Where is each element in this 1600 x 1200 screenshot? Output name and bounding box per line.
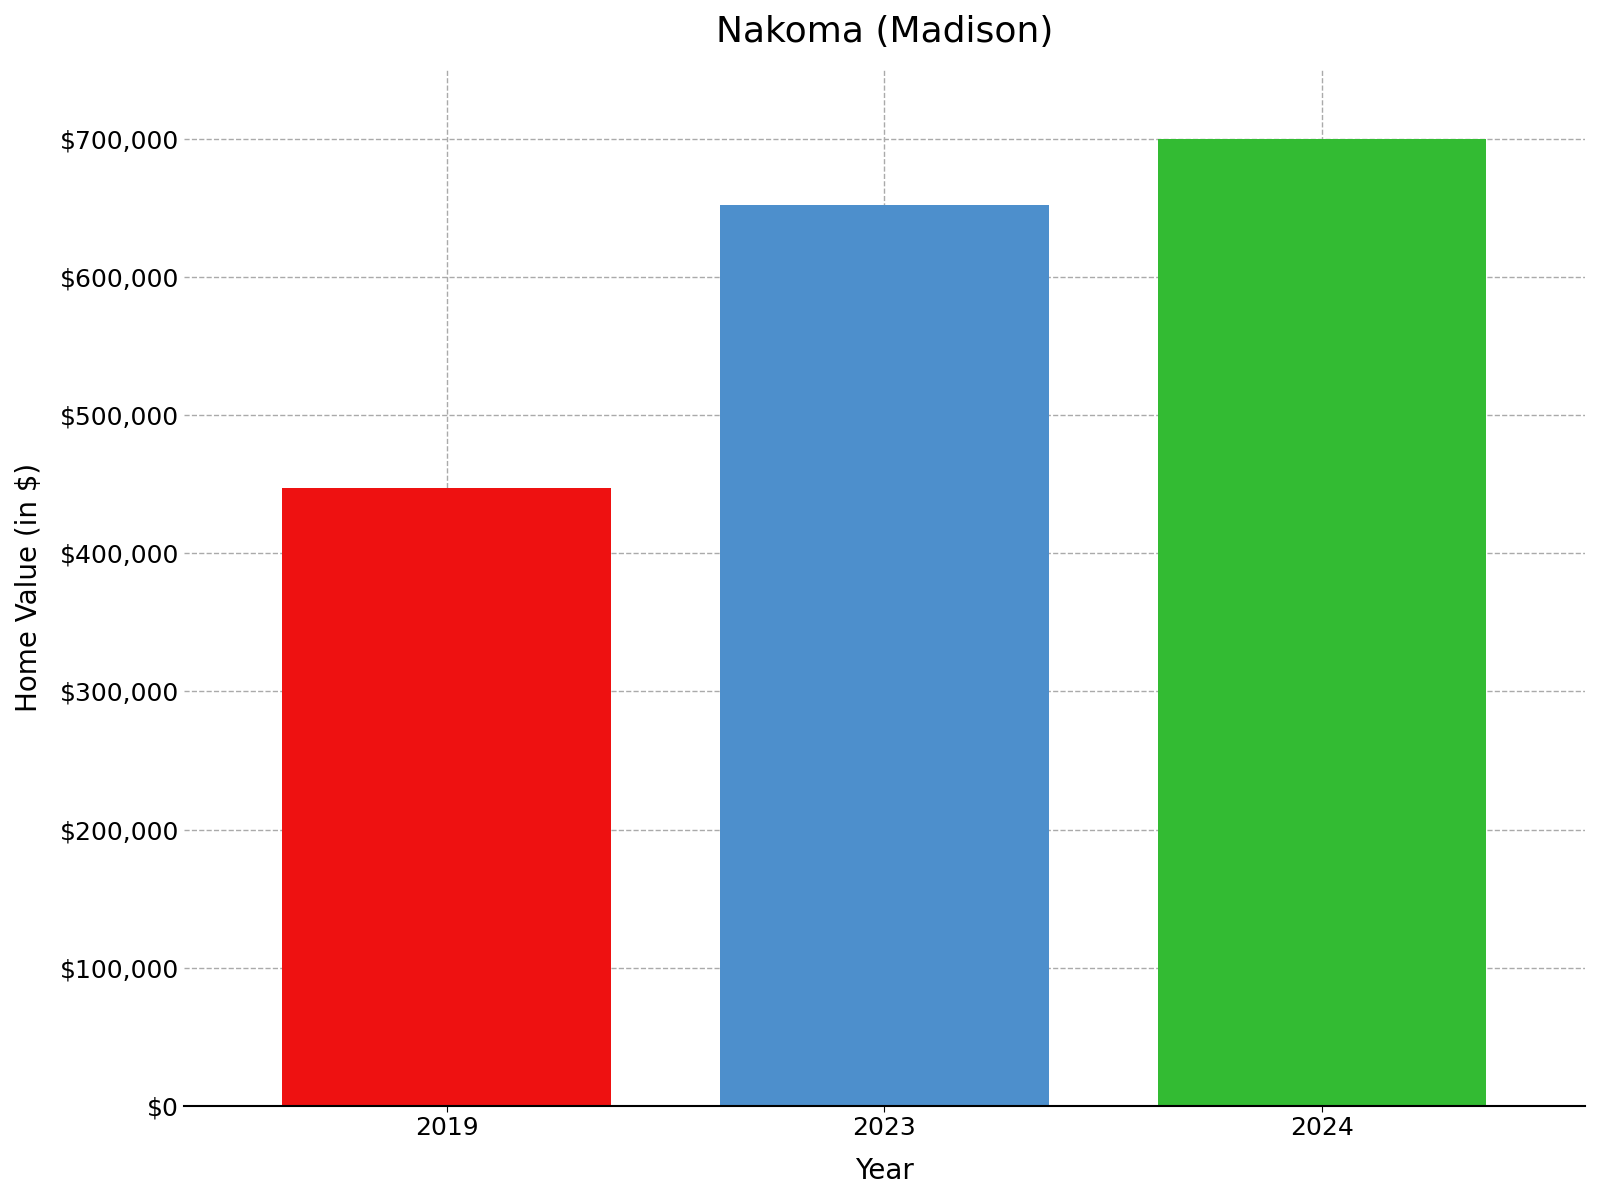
Title: Nakoma (Madison): Nakoma (Madison) <box>715 16 1053 49</box>
Y-axis label: Home Value (in $): Home Value (in $) <box>14 463 43 713</box>
Bar <box>1158 139 1486 1106</box>
Bar <box>720 205 1048 1106</box>
Bar <box>283 488 611 1106</box>
X-axis label: Year: Year <box>854 1157 914 1184</box>
